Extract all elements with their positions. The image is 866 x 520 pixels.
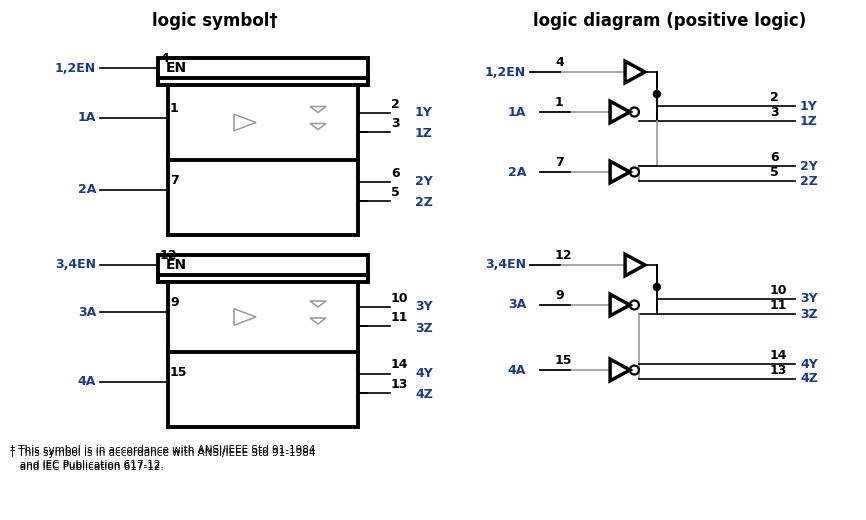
Text: 4A: 4A <box>507 363 526 376</box>
Text: 4Z: 4Z <box>800 372 818 385</box>
Text: 1A: 1A <box>78 111 96 124</box>
Text: 1Y: 1Y <box>800 99 818 112</box>
Polygon shape <box>611 294 630 316</box>
Text: 1,2EN: 1,2EN <box>485 66 526 79</box>
Text: 14: 14 <box>391 358 409 371</box>
Text: 12: 12 <box>555 249 572 262</box>
Text: 3: 3 <box>770 106 779 119</box>
Text: 2Z: 2Z <box>415 196 433 209</box>
Bar <box>168 282 358 427</box>
Text: 9: 9 <box>555 289 564 302</box>
Text: and IEC Publication 617-12.: and IEC Publication 617-12. <box>10 462 164 472</box>
Text: 1Z: 1Z <box>415 127 433 140</box>
Text: 7: 7 <box>555 156 564 169</box>
Text: 2Y: 2Y <box>415 175 433 188</box>
Text: 13: 13 <box>770 364 787 377</box>
Text: 15: 15 <box>555 354 572 367</box>
Text: 1A: 1A <box>507 106 526 119</box>
Text: † This symbol is in accordance with ANSI/IEEE Std 91-1984: † This symbol is in accordance with ANSI… <box>10 445 315 455</box>
Text: 10: 10 <box>770 284 787 297</box>
Text: 3Z: 3Z <box>415 321 433 334</box>
Text: 1: 1 <box>555 96 564 109</box>
Text: 1,2EN: 1,2EN <box>55 61 96 74</box>
Text: 3,4EN: 3,4EN <box>485 258 526 271</box>
Text: 4Y: 4Y <box>800 358 818 370</box>
Text: 3,4EN: 3,4EN <box>55 258 96 271</box>
Text: 1: 1 <box>170 101 178 114</box>
Bar <box>158 255 368 275</box>
Text: 5: 5 <box>770 166 779 179</box>
Text: logic symbol†: logic symbol† <box>152 12 278 30</box>
Text: 4Y: 4Y <box>415 367 433 380</box>
Text: 4A: 4A <box>78 375 96 388</box>
Polygon shape <box>625 61 645 83</box>
Text: and IEC Publication 617-12.: and IEC Publication 617-12. <box>10 460 164 470</box>
Bar <box>168 85 358 235</box>
Text: 3: 3 <box>391 116 399 129</box>
Polygon shape <box>625 254 645 276</box>
Bar <box>158 58 368 78</box>
Text: 6: 6 <box>391 166 399 179</box>
Text: 3Y: 3Y <box>415 301 433 314</box>
Text: 2A: 2A <box>78 183 96 196</box>
Text: 3A: 3A <box>507 298 526 311</box>
Polygon shape <box>611 101 630 123</box>
Circle shape <box>654 90 661 98</box>
Text: EN: EN <box>166 61 187 75</box>
Circle shape <box>654 283 661 291</box>
Text: 3A: 3A <box>78 306 96 318</box>
Text: 15: 15 <box>170 366 188 379</box>
Polygon shape <box>611 359 630 381</box>
Text: 13: 13 <box>391 378 409 391</box>
Text: 2: 2 <box>770 91 779 104</box>
Text: 2Y: 2Y <box>800 160 818 173</box>
Polygon shape <box>611 161 630 183</box>
Text: 5: 5 <box>391 186 400 199</box>
Text: 4: 4 <box>555 56 564 69</box>
Text: 1Z: 1Z <box>800 114 818 127</box>
Text: 2A: 2A <box>507 165 526 178</box>
Text: 10: 10 <box>391 292 409 305</box>
Text: 3Y: 3Y <box>800 292 818 306</box>
Text: 12: 12 <box>160 249 178 262</box>
Text: † This symbol is in accordance with ANSI/IEEE Std 91-1984: † This symbol is in accordance with ANSI… <box>10 448 315 458</box>
Text: 4: 4 <box>160 52 169 65</box>
Text: 2: 2 <box>391 98 400 111</box>
Text: 6: 6 <box>770 151 779 164</box>
Text: 7: 7 <box>170 174 178 187</box>
Text: 3Z: 3Z <box>800 307 818 320</box>
Text: EN: EN <box>166 258 187 272</box>
Text: 2Z: 2Z <box>800 175 818 188</box>
Text: 4Z: 4Z <box>415 388 433 401</box>
Text: 9: 9 <box>170 296 178 309</box>
Text: 11: 11 <box>391 311 409 324</box>
Text: logic diagram (positive logic): logic diagram (positive logic) <box>533 12 806 30</box>
Text: 1Y: 1Y <box>415 106 433 119</box>
Text: 14: 14 <box>770 349 787 362</box>
Text: 11: 11 <box>770 299 787 312</box>
